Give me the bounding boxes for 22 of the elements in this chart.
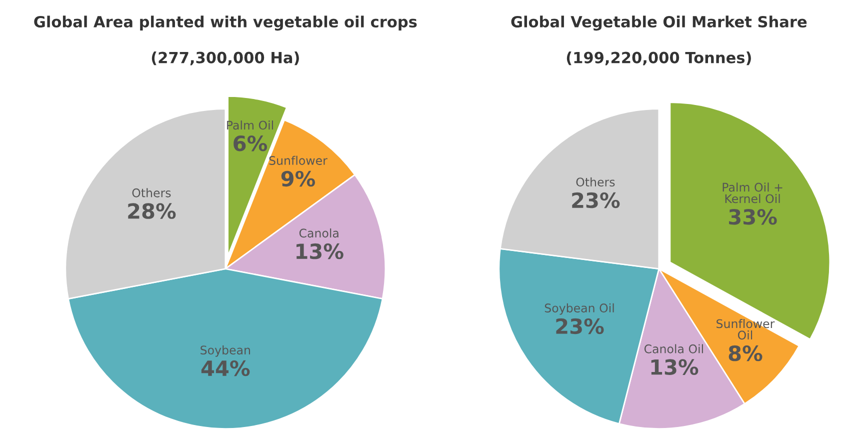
chart-subtitle: (199,220,000 Tonnes) — [566, 52, 751, 66]
slice-label: Sunflower — [269, 156, 328, 165]
slice-label: Soybean Oil — [544, 303, 614, 315]
data-label: 23% — [572, 192, 620, 208]
slice-label: Soybean — [200, 345, 250, 357]
slice-label: Others — [576, 177, 615, 186]
data-label: 33% — [729, 208, 777, 225]
data-label: 8% — [728, 345, 762, 362]
data-label: 23% — [556, 318, 604, 334]
data-label: 28% — [128, 203, 176, 219]
slice-label: Others — [132, 188, 171, 198]
data-label: 44% — [201, 360, 250, 376]
slice-label: Palm Oil + Kernel Oil — [722, 182, 782, 204]
chart-subtitle: (277,300,000 Ha) — [152, 52, 299, 66]
slice-label: Canola — [299, 228, 338, 238]
data-label: 13% — [296, 243, 344, 260]
data-label: 13% — [651, 359, 698, 375]
data-label: 9% — [281, 170, 316, 187]
data-label: 6% — [234, 135, 268, 152]
chart-title: Global Area planted with vegetable oil crops — [34, 16, 417, 31]
chart-title: Global Vegetable Oil Market Share — [511, 16, 807, 31]
slice-label: Canola Oil — [644, 344, 703, 354]
